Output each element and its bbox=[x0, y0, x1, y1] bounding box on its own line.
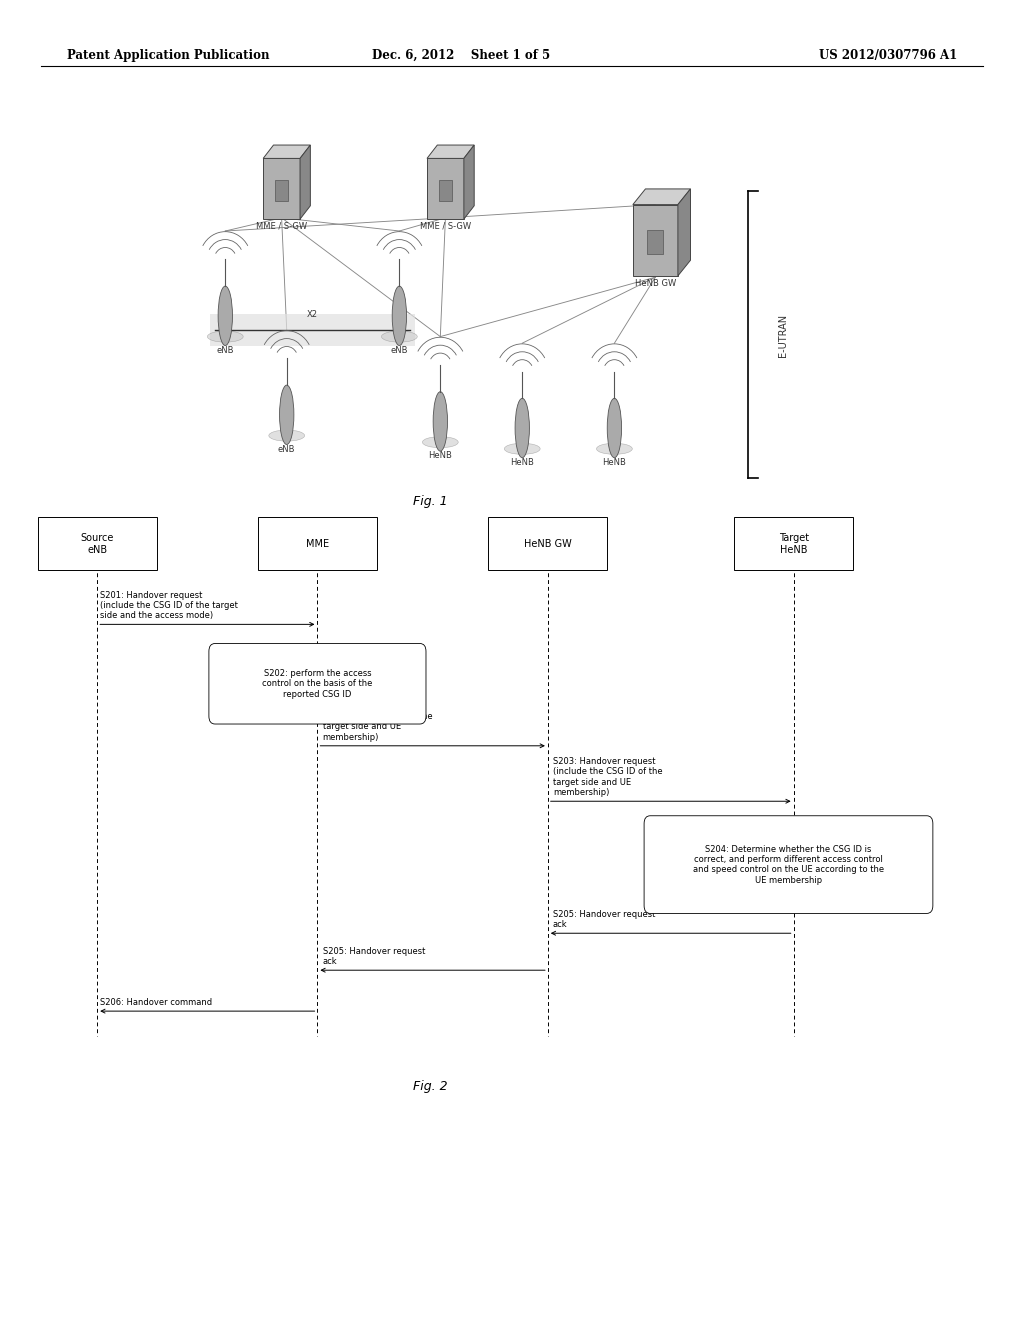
Bar bbox=[427, 158, 464, 219]
Text: eNB: eNB bbox=[278, 445, 296, 454]
Text: Source
eNB: Source eNB bbox=[81, 533, 114, 554]
Text: S204: Determine whether the CSG ID is
correct, and perform different access cont: S204: Determine whether the CSG ID is co… bbox=[693, 845, 884, 884]
Text: MME: MME bbox=[306, 539, 329, 549]
Ellipse shape bbox=[422, 437, 459, 447]
Polygon shape bbox=[633, 189, 690, 205]
FancyBboxPatch shape bbox=[488, 517, 607, 570]
Bar bbox=[210, 314, 415, 346]
Text: Fig. 1: Fig. 1 bbox=[413, 495, 447, 508]
Ellipse shape bbox=[504, 444, 541, 454]
Text: S206: Handover command: S206: Handover command bbox=[100, 998, 212, 1007]
Text: Target
HeNB: Target HeNB bbox=[778, 533, 809, 554]
Text: MME / S-GW: MME / S-GW bbox=[420, 222, 471, 231]
Ellipse shape bbox=[280, 385, 294, 445]
FancyBboxPatch shape bbox=[734, 517, 853, 570]
Text: eNB: eNB bbox=[216, 346, 234, 355]
Bar bbox=[263, 158, 300, 219]
Text: US 2012/0307796 A1: US 2012/0307796 A1 bbox=[819, 49, 957, 62]
Text: Fig. 2: Fig. 2 bbox=[413, 1080, 447, 1093]
Text: S202: perform the access
control on the basis of the
reported CSG ID: S202: perform the access control on the … bbox=[262, 669, 373, 698]
Bar bbox=[275, 180, 288, 201]
Text: HeNB GW: HeNB GW bbox=[635, 279, 676, 288]
Text: S203: Handover request
(include the CSG ID of the
target side and UE
membership): S203: Handover request (include the CSG … bbox=[323, 702, 432, 742]
Text: eNB: eNB bbox=[390, 346, 409, 355]
Text: Patent Application Publication: Patent Application Publication bbox=[67, 49, 269, 62]
Bar bbox=[633, 205, 678, 276]
FancyBboxPatch shape bbox=[644, 816, 933, 913]
FancyBboxPatch shape bbox=[258, 517, 377, 570]
Ellipse shape bbox=[392, 286, 407, 346]
Bar bbox=[439, 180, 452, 201]
Polygon shape bbox=[427, 145, 474, 158]
Ellipse shape bbox=[596, 444, 632, 454]
Polygon shape bbox=[678, 189, 690, 276]
Polygon shape bbox=[263, 145, 310, 158]
FancyBboxPatch shape bbox=[38, 517, 157, 570]
Text: Dec. 6, 2012    Sheet 1 of 5: Dec. 6, 2012 Sheet 1 of 5 bbox=[372, 49, 550, 62]
Text: HeNB GW: HeNB GW bbox=[524, 539, 571, 549]
Text: X2: X2 bbox=[307, 310, 317, 319]
Ellipse shape bbox=[433, 392, 447, 451]
Text: MME / S-GW: MME / S-GW bbox=[256, 222, 307, 231]
Polygon shape bbox=[464, 145, 474, 219]
Bar bbox=[647, 230, 664, 255]
FancyBboxPatch shape bbox=[209, 644, 426, 725]
Polygon shape bbox=[300, 145, 310, 219]
Ellipse shape bbox=[607, 399, 622, 458]
Text: HeNB: HeNB bbox=[602, 458, 627, 467]
Text: S205: Handover request
ack: S205: Handover request ack bbox=[553, 909, 655, 929]
Ellipse shape bbox=[381, 331, 418, 342]
Text: S203: Handover request
(include the CSG ID of the
target side and UE
membership): S203: Handover request (include the CSG … bbox=[553, 758, 663, 797]
Text: E-UTRAN: E-UTRAN bbox=[778, 314, 788, 356]
Ellipse shape bbox=[207, 331, 244, 342]
Ellipse shape bbox=[268, 430, 305, 441]
Text: HeNB: HeNB bbox=[428, 451, 453, 461]
Ellipse shape bbox=[218, 286, 232, 346]
Text: HeNB: HeNB bbox=[510, 458, 535, 467]
Text: S201: Handover request
(include the CSG ID of the target
side and the access mod: S201: Handover request (include the CSG … bbox=[100, 590, 239, 620]
Ellipse shape bbox=[515, 399, 529, 458]
Text: S205: Handover request
ack: S205: Handover request ack bbox=[323, 946, 425, 966]
